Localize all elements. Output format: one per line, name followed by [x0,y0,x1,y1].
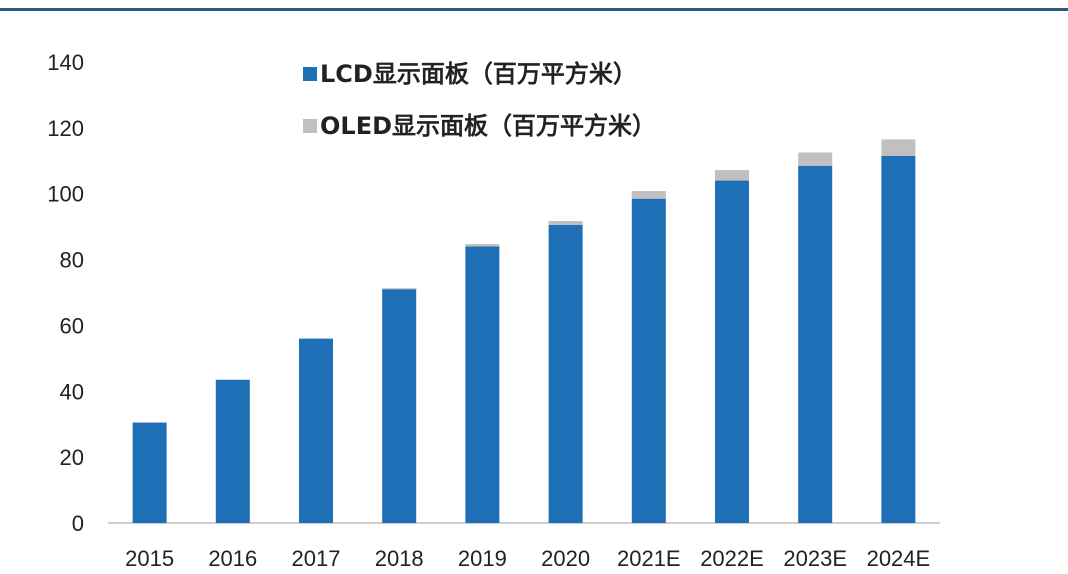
y-tick-label: 100 [47,182,84,207]
top-rule [0,8,1068,11]
x-tick-label: 2018 [375,546,424,571]
x-tick-label: 2016 [208,546,257,571]
x-tick-label: 2017 [292,546,341,571]
lcd-bar-2024E [881,155,916,523]
lcd-bar-2022E [715,180,749,524]
y-axis-ticks: 0 20 40 60 80 100 120 140 [47,50,84,536]
oled-bar-2023E [798,152,833,166]
y-tick-label: 60 [60,313,84,338]
y-tick-label: 0 [72,511,84,536]
oled-bar-2022E [715,170,749,181]
oled-bar-2024E [881,139,916,156]
x-tick-label: 2023E [783,546,847,571]
x-tick-label: 2019 [458,546,507,571]
lcd-bar-2017 [299,338,333,523]
oled-bar-2018 [382,288,417,290]
lcd-bar-2023E [798,165,833,523]
oled-bar-2019 [465,244,500,247]
y-tick-label: 20 [60,445,84,470]
lcd-bar-2021E [631,198,666,523]
x-tick-label: 2024E [867,546,931,571]
legend: LCD显示面板（百万平方米） OLED显示面板（百万平方米） [303,60,656,140]
lcd-bar-2018 [382,289,417,523]
legend-label-lcd: LCD显示面板（百万平方米） [320,60,637,88]
y-tick-label: 120 [47,116,84,141]
lcd-bar-2016 [215,379,250,523]
legend-label-oled: OLED显示面板（百万平方米） [320,112,656,140]
legend-swatch-lcd [303,67,317,81]
oled-bar-2020 [548,221,583,225]
y-tick-label: 140 [47,50,84,75]
legend-swatch-oled [303,119,317,133]
lcd-bar-2015 [132,422,167,523]
oled-bar-2021E [631,191,666,199]
y-tick-label: 80 [60,248,84,273]
lcd-bar-2020 [548,224,583,523]
bars-group [132,139,916,524]
lcd-bar-2019 [465,246,500,523]
x-tick-label: 2021E [617,546,681,571]
x-tick-label: 2015 [125,546,174,571]
x-tick-label: 2020 [541,546,590,571]
x-axis-ticks: 2015 2016 2017 2018 2019 2020 2021E 2022E 2023E 2… [125,546,930,571]
x-tick-label: 2022E [700,546,764,571]
y-tick-label: 40 [60,379,84,404]
